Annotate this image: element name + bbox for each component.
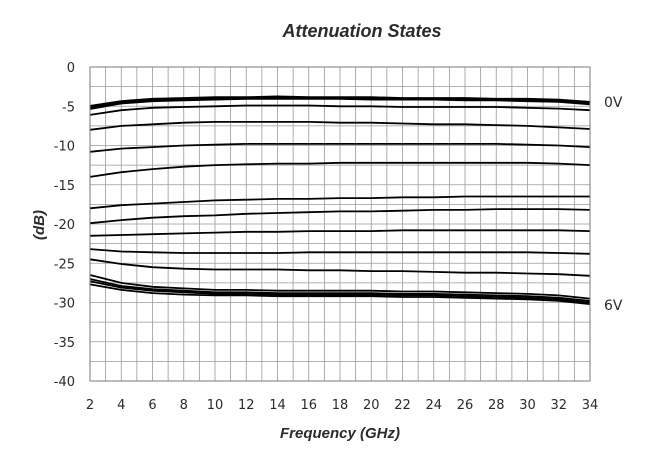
series-line [89,278,591,302]
y-tick-label: -5 [62,100,75,115]
series-line [89,258,591,277]
x-tick-label: 24 [425,398,442,413]
series-line [89,104,591,116]
y-tick-label: -25 [54,257,75,272]
y-tick-label: -10 [54,140,75,155]
y-tick-label: -40 [54,375,75,390]
gridlines [89,66,591,382]
state-annotation: 0V [604,95,623,111]
series-line [89,142,591,153]
state-annotation: 6V [604,298,623,314]
y-tick-label: 0 [67,61,75,76]
series-line [89,95,591,108]
y-tick-label: -15 [54,179,75,194]
chart-title: Attenuation States [281,21,441,41]
plot-frame [89,66,591,382]
x-tick-label: 8 [180,398,188,413]
series-line [89,229,591,237]
x-tick-label: 20 [363,398,380,413]
x-tick-label: 2 [86,398,94,413]
y-tick-label: -20 [54,218,75,233]
x-tick-label: 14 [269,398,286,413]
series-line [89,280,591,304]
x-tick-label: 4 [117,398,125,413]
x-tick-label: 16 [300,398,317,413]
x-axis-title: Frequency (GHz) [280,425,400,442]
series-line [89,195,590,210]
x-tick-label: 32 [550,398,567,413]
series-line [89,283,591,305]
x-tick-label: 28 [488,398,505,413]
x-tick-label: 34 [582,398,599,413]
series-line [89,248,591,255]
x-tick-label: 10 [207,398,224,413]
x-tick-label: 12 [238,398,255,413]
series-line [89,121,591,131]
series-line [89,161,591,178]
x-tick-label: 18 [332,398,349,413]
series-line [89,274,591,300]
x-tick-label: 26 [457,398,474,413]
x-tick-label: 22 [394,398,411,413]
series-lines [89,95,591,305]
y-tick-label: -35 [54,336,75,351]
series-line [89,208,591,225]
y-tick-label: -30 [54,297,75,312]
y-axis-title: (dB) [31,210,48,240]
x-tick-label: 6 [148,398,156,413]
y-tick-labels: 0 -5 -10 -15 -20 -25 -30 -35 -40 [54,61,75,390]
annotations: 0V 6V [604,95,623,314]
x-tick-label: 30 [519,398,536,413]
x-tick-labels: 2 4 6 8 10 12 14 16 18 20 22 24 26 28 30 32 34 [86,398,598,413]
